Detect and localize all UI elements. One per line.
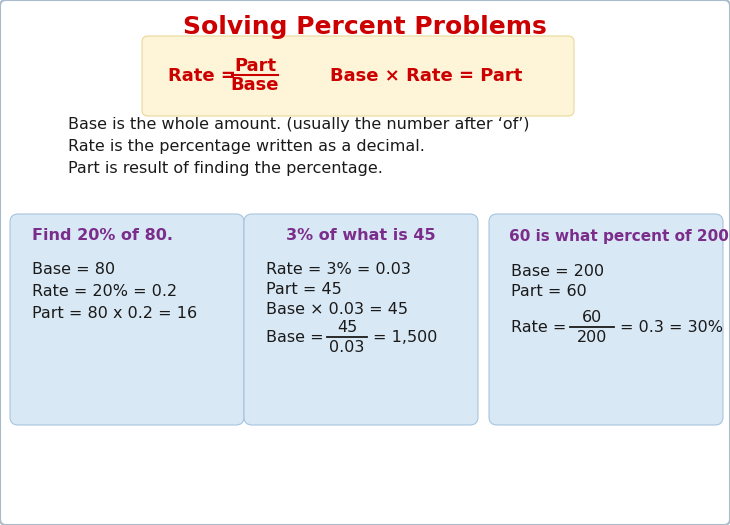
Text: Base: Base xyxy=(231,76,280,94)
Text: Rate =: Rate = xyxy=(168,67,236,85)
FancyBboxPatch shape xyxy=(10,214,244,425)
Text: Base is the whole amount. (usually the number after ‘of’): Base is the whole amount. (usually the n… xyxy=(68,118,529,132)
Text: Rate is the percentage written as a decimal.: Rate is the percentage written as a deci… xyxy=(68,140,425,154)
FancyBboxPatch shape xyxy=(142,36,574,116)
FancyBboxPatch shape xyxy=(489,214,723,425)
Text: Part is result of finding the percentage.: Part is result of finding the percentage… xyxy=(68,161,383,175)
Text: Part: Part xyxy=(234,57,276,75)
Text: 3% of what is 45: 3% of what is 45 xyxy=(286,228,436,244)
Text: Rate = 3% = 0.03: Rate = 3% = 0.03 xyxy=(266,262,411,278)
Text: 0.03: 0.03 xyxy=(329,340,365,354)
Text: Base × Rate = Part: Base × Rate = Part xyxy=(330,67,523,85)
Text: Part = 80 x 0.2 = 16: Part = 80 x 0.2 = 16 xyxy=(32,307,197,321)
Text: = 0.3 = 30%: = 0.3 = 30% xyxy=(620,320,723,334)
FancyBboxPatch shape xyxy=(244,214,478,425)
Text: 45: 45 xyxy=(337,320,357,334)
Text: 60 is what percent of 200: 60 is what percent of 200 xyxy=(509,228,729,244)
Text: Find 20% of 80.: Find 20% of 80. xyxy=(32,228,173,244)
Text: Base × 0.03 = 45: Base × 0.03 = 45 xyxy=(266,302,408,318)
Text: 60: 60 xyxy=(582,310,602,324)
Text: 200: 200 xyxy=(577,330,607,344)
Text: Solving Percent Problems: Solving Percent Problems xyxy=(183,15,547,39)
Text: = 1,500: = 1,500 xyxy=(373,330,437,344)
Text: Rate =: Rate = xyxy=(511,320,566,334)
Text: Part = 60: Part = 60 xyxy=(511,285,587,299)
Text: Base = 200: Base = 200 xyxy=(511,265,604,279)
Text: Rate = 20% = 0.2: Rate = 20% = 0.2 xyxy=(32,285,177,299)
Text: Base =: Base = xyxy=(266,330,323,344)
Text: Part = 45: Part = 45 xyxy=(266,282,342,298)
Text: Base = 80: Base = 80 xyxy=(32,262,115,278)
